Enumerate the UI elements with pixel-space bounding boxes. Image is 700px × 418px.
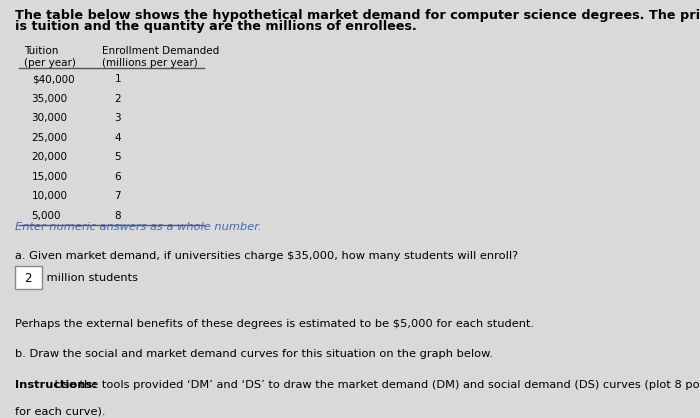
Text: 1: 1 [114,74,121,84]
Text: 7: 7 [114,191,121,201]
Text: The table below shows the hypothetical market demand for computer science degree: The table below shows the hypothetical m… [15,10,700,23]
Text: 4: 4 [114,133,121,143]
Text: 2: 2 [114,94,121,104]
Text: $40,000: $40,000 [32,74,74,84]
Text: 8: 8 [114,211,121,221]
Text: million students: million students [43,273,138,283]
Text: Use the tools provided ‘DM’ and ‘DS’ to draw the market demand (DM) and social d: Use the tools provided ‘DM’ and ‘DS’ to … [50,380,700,390]
Text: 35,000: 35,000 [32,94,68,104]
Text: 6: 6 [114,172,121,182]
Text: 5: 5 [114,152,121,162]
Text: (millions per year): (millions per year) [102,58,198,68]
Text: Perhaps the external benefits of these degrees is estimated to be $5,000 for eac: Perhaps the external benefits of these d… [15,319,533,329]
Text: b. Draw the social and market demand curves for this situation on the graph belo: b. Draw the social and market demand cur… [15,349,493,359]
Text: 2: 2 [25,272,32,285]
Text: a. Given market demand, if universities charge $35,000, how many students will e: a. Given market demand, if universities … [15,251,518,261]
Text: Instructions:: Instructions: [15,380,97,390]
Text: 15,000: 15,000 [32,172,68,182]
Text: for each curve).: for each curve). [15,406,105,416]
Text: Tuition: Tuition [25,46,59,56]
FancyBboxPatch shape [15,266,42,290]
Text: 10,000: 10,000 [32,191,68,201]
Text: 20,000: 20,000 [32,152,68,162]
Text: 3: 3 [114,113,121,123]
Text: Enter numeric answers as a whole number.: Enter numeric answers as a whole number. [15,222,261,232]
Text: 30,000: 30,000 [32,113,68,123]
Text: 5,000: 5,000 [32,211,61,221]
Text: Enrollment Demanded: Enrollment Demanded [102,46,220,56]
Text: 25,000: 25,000 [32,133,68,143]
Text: (per year): (per year) [25,58,76,68]
Text: is tuition and the quantity are the millions of enrollees.: is tuition and the quantity are the mill… [15,20,416,33]
